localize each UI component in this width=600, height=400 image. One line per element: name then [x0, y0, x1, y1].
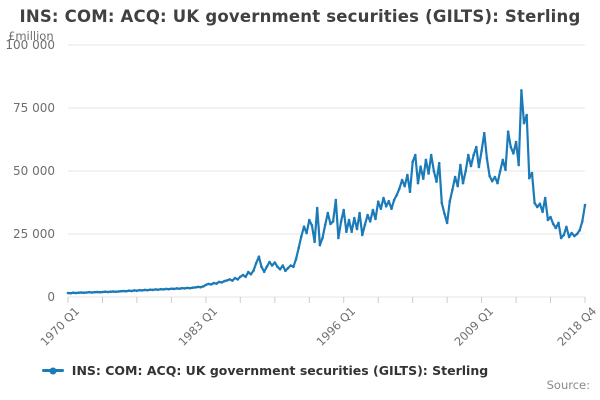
y-tick-label-75000: 75 000 — [13, 101, 55, 115]
y-axis-unit-label: £million — [8, 29, 54, 43]
legend-item[interactable]: INS: COM: ACQ: UK government securities … — [0, 363, 600, 378]
gridlines — [68, 44, 585, 298]
chart-title: INS: COM: ACQ: UK government securities … — [19, 7, 581, 26]
y-tick-label-0: 0 — [47, 290, 55, 304]
series-point-markers — [66, 89, 587, 295]
y-tick-label-100000: 100 000 — [5, 38, 55, 52]
series-line — [66, 89, 587, 295]
legend-line-marker-icon — [41, 367, 64, 374]
x-axis-ticks — [67, 297, 586, 303]
legend-dot-icon — [49, 367, 57, 374]
source-label: Source: — [546, 378, 590, 392]
legend-label: INS: COM: ACQ: UK government securities … — [71, 363, 489, 378]
y-tick-label-50000: 50 000 — [13, 164, 55, 178]
y-tick-label-25000: 25 000 — [13, 227, 55, 241]
